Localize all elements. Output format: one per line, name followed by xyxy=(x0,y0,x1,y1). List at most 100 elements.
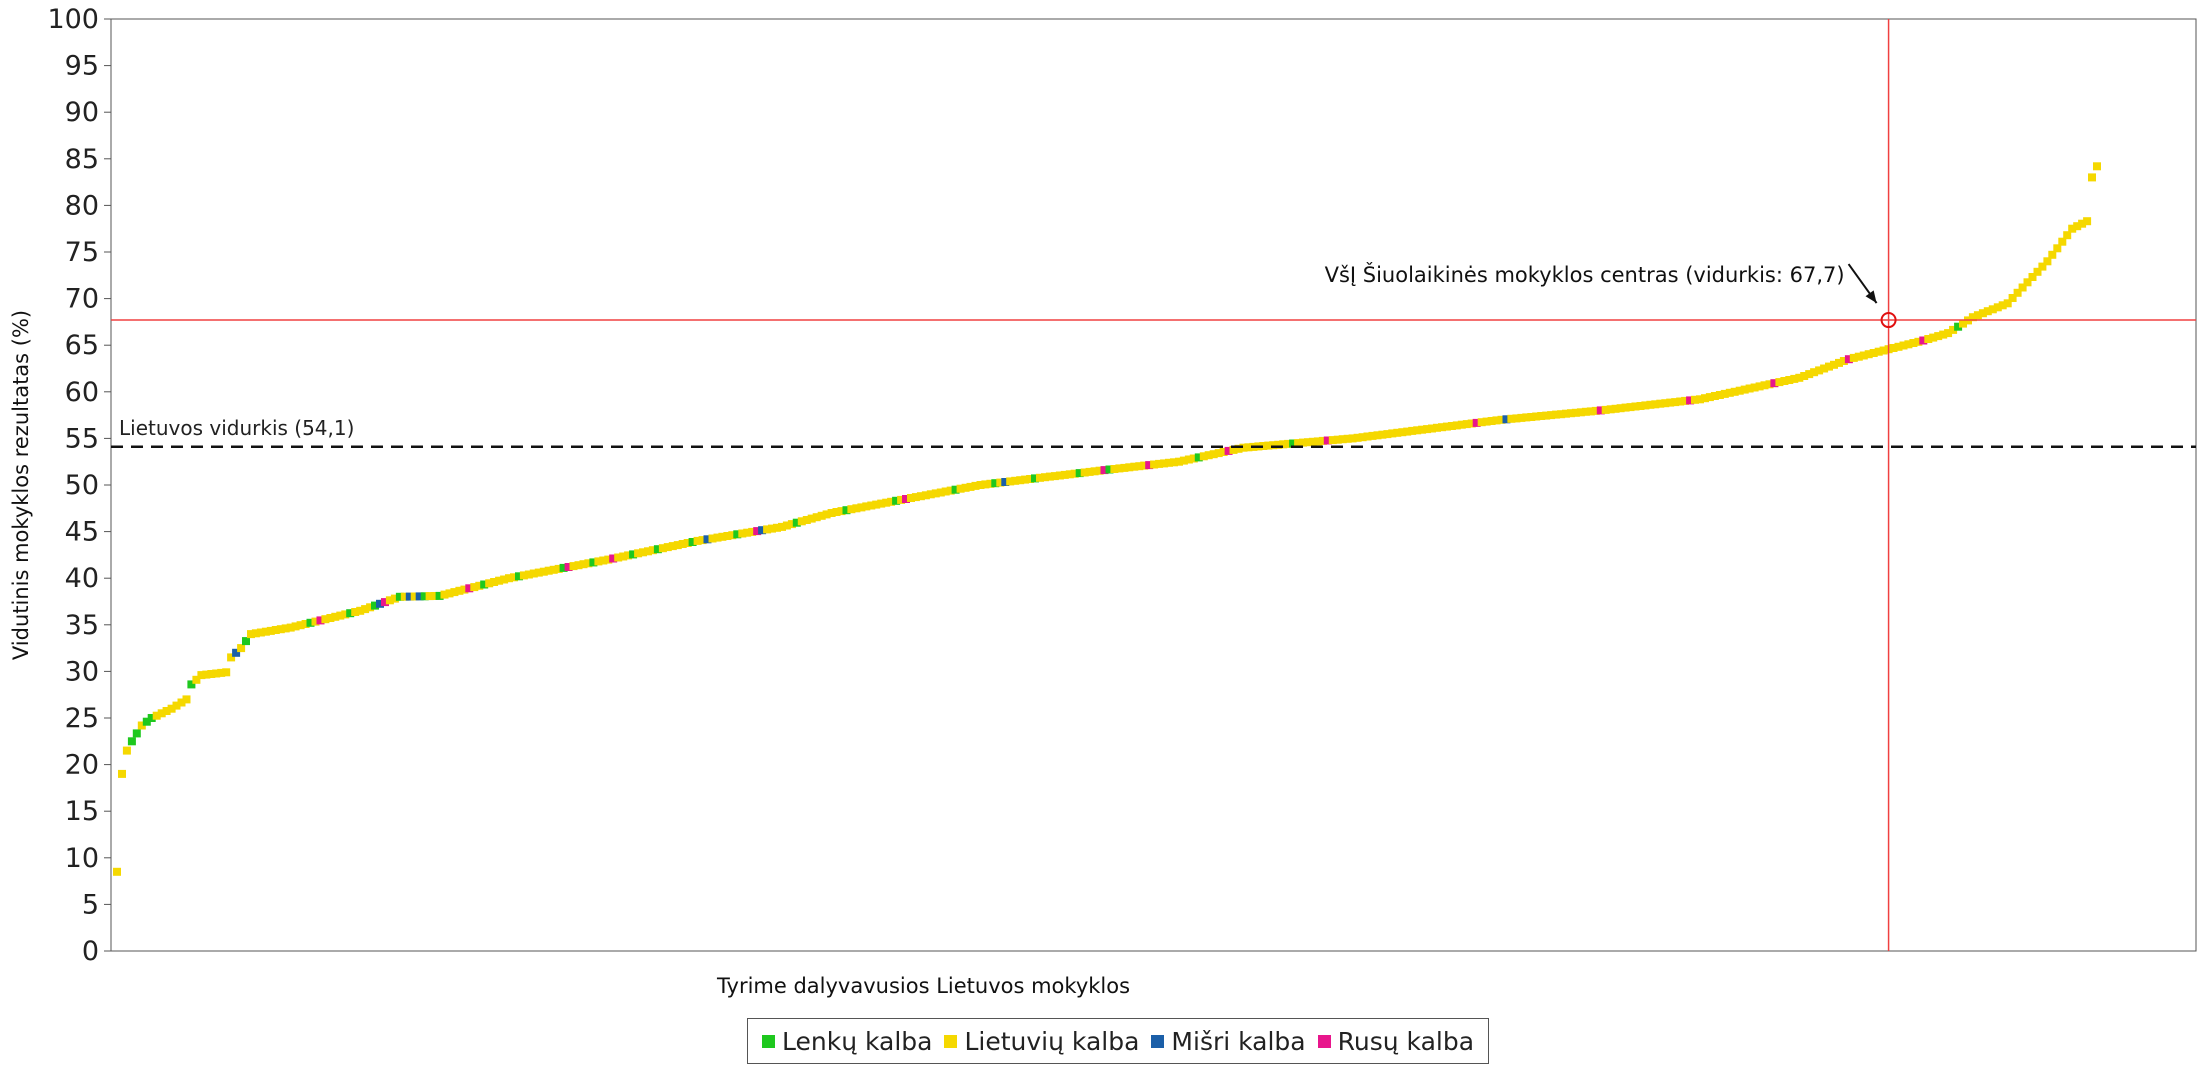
school-point xyxy=(470,583,479,592)
school-point xyxy=(837,507,846,516)
school-point xyxy=(867,501,876,510)
school-point xyxy=(1239,443,1248,452)
school-point xyxy=(1929,333,1938,342)
school-point xyxy=(1894,342,1903,351)
school-point xyxy=(1358,433,1367,442)
school-point xyxy=(1343,434,1352,443)
legend-label: Lietuvių kalba xyxy=(964,1026,1140,1056)
school-point xyxy=(614,553,623,562)
school-point xyxy=(1517,413,1526,422)
school-point xyxy=(1919,336,1928,345)
school-point xyxy=(817,511,826,520)
school-point xyxy=(589,558,598,567)
school-point xyxy=(1527,413,1536,421)
school-point xyxy=(207,670,216,678)
school-point xyxy=(892,496,901,505)
school-point xyxy=(1055,471,1064,480)
school-point xyxy=(1472,418,1481,427)
school-point xyxy=(738,529,747,538)
school-point xyxy=(1398,428,1407,437)
school-point xyxy=(792,518,801,527)
school-point xyxy=(1735,386,1744,395)
school-point xyxy=(634,549,643,558)
national-average-label: Lietuvos vidurkis (54,1) xyxy=(119,416,354,440)
school-point xyxy=(286,623,295,632)
school-point xyxy=(842,506,851,515)
school-point xyxy=(1576,408,1585,417)
school-point xyxy=(2033,267,2042,276)
school-point xyxy=(778,522,786,531)
school-point xyxy=(1368,431,1377,440)
school-point xyxy=(1006,477,1015,486)
legend-swatch xyxy=(1151,1034,1165,1048)
school-point xyxy=(599,556,608,565)
legend-item: Rusų kalba xyxy=(1317,1027,1474,1056)
school-point xyxy=(882,498,891,507)
school-point xyxy=(1710,392,1719,400)
school-point xyxy=(862,502,871,511)
school-point xyxy=(991,479,1000,488)
school-point xyxy=(1626,403,1635,412)
school-point xyxy=(2013,288,2022,297)
school-point xyxy=(584,559,593,568)
legend-label: Mišri kalba xyxy=(1171,1026,1306,1056)
school-point xyxy=(1800,372,1809,380)
y-tick-label: 5 xyxy=(82,889,99,920)
school-point xyxy=(1313,437,1322,446)
school-point xyxy=(505,574,513,583)
school-point xyxy=(822,510,831,519)
school-point xyxy=(177,698,186,707)
school-point xyxy=(1318,436,1327,445)
school-point xyxy=(495,576,504,585)
school-point xyxy=(1438,423,1446,432)
school-point xyxy=(187,680,196,689)
school-point xyxy=(663,543,672,552)
school-point xyxy=(658,544,667,553)
legend: Lenkų kalba Lietuvių kalba Mišri kalba Rusų… xyxy=(747,1018,1490,1064)
school-point xyxy=(122,746,131,755)
school-point xyxy=(405,592,414,601)
school-point xyxy=(1279,440,1288,449)
school-point xyxy=(768,524,776,533)
school-point xyxy=(802,516,811,524)
school-point xyxy=(678,540,687,548)
school-point xyxy=(1805,370,1814,379)
school-point xyxy=(1616,404,1625,413)
school-point xyxy=(1889,344,1898,352)
school-point xyxy=(212,669,221,678)
school-point xyxy=(1641,401,1650,410)
school-point xyxy=(698,536,707,545)
school-point xyxy=(450,588,459,597)
school-point xyxy=(758,526,767,535)
school-point xyxy=(872,500,881,509)
school-point xyxy=(916,492,925,501)
y-tick-label: 35 xyxy=(65,610,99,641)
school-point xyxy=(1447,422,1456,430)
school-point xyxy=(619,552,628,561)
school-point xyxy=(202,670,211,679)
school-point xyxy=(1730,387,1739,396)
school-point xyxy=(306,618,315,627)
school-point xyxy=(490,578,499,586)
school-point xyxy=(753,527,762,536)
school-point xyxy=(1904,340,1913,349)
school-point xyxy=(857,503,866,512)
school-point xyxy=(2028,273,2037,281)
school-point xyxy=(2058,237,2067,246)
school-point xyxy=(296,621,305,630)
school-point xyxy=(113,867,121,876)
school-point xyxy=(1378,430,1387,439)
school-point xyxy=(1651,400,1660,409)
school-point xyxy=(1284,439,1293,448)
school-point xyxy=(515,572,523,581)
school-point xyxy=(1686,396,1695,405)
school-point xyxy=(385,596,394,605)
school-point xyxy=(1204,451,1213,460)
school-point xyxy=(172,701,181,710)
school-point xyxy=(951,485,960,494)
school-point xyxy=(1224,446,1233,455)
school-point xyxy=(877,499,886,508)
school-point xyxy=(1676,397,1685,406)
school-point xyxy=(2053,244,2062,253)
school-point xyxy=(1229,445,1238,454)
